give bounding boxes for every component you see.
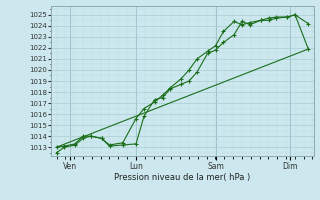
X-axis label: Pression niveau de la mer( hPa ): Pression niveau de la mer( hPa ): [114, 173, 251, 182]
